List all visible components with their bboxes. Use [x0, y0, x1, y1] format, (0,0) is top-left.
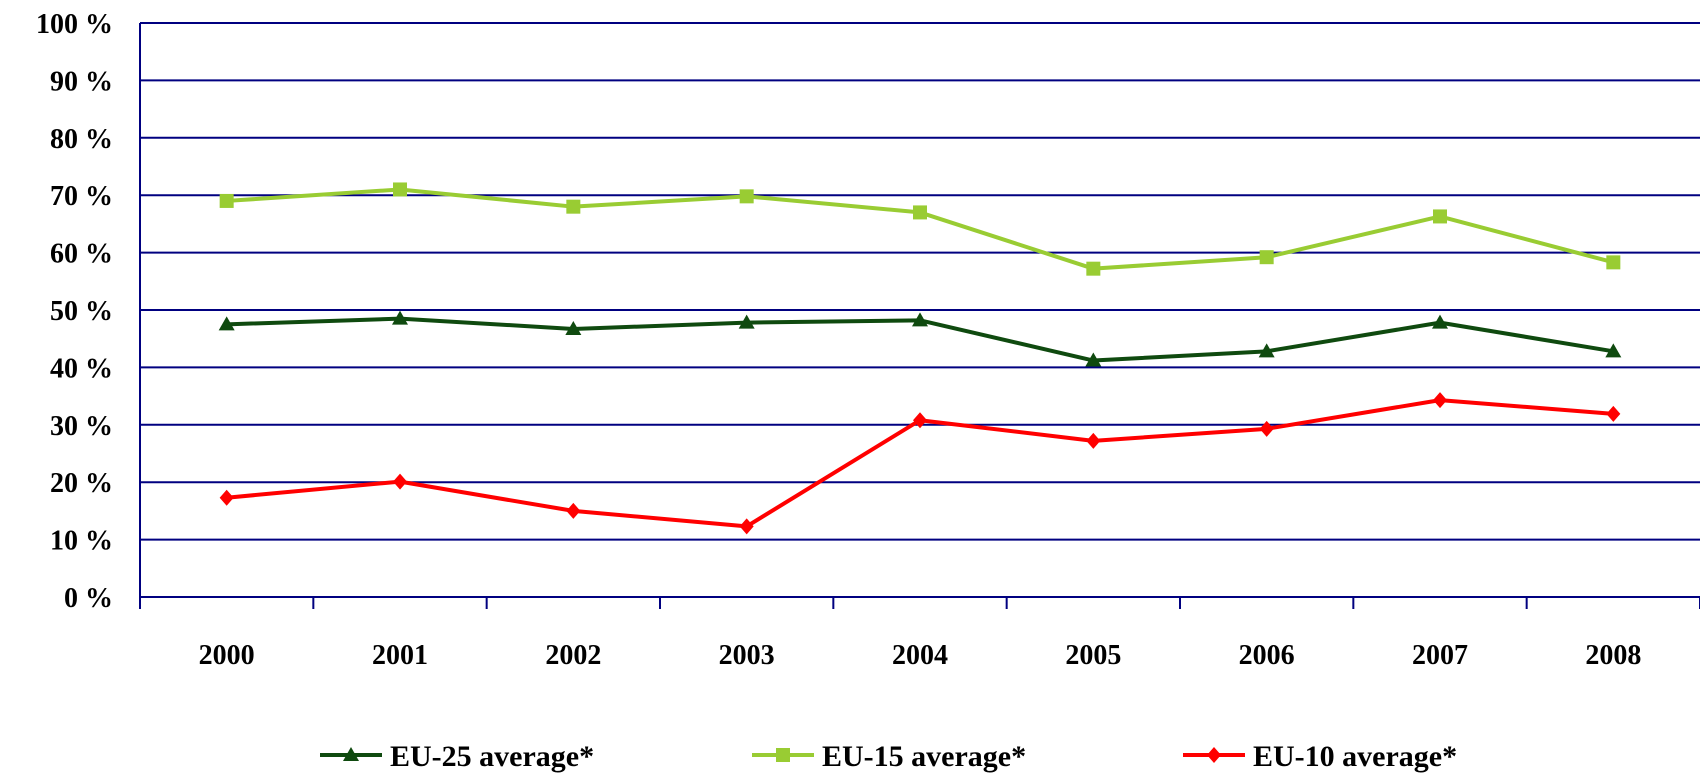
y-tick-label: 20 % — [50, 468, 113, 499]
x-tick-label: 2004 — [892, 640, 948, 671]
data-point — [1259, 420, 1274, 437]
data-point — [913, 412, 927, 429]
data-point — [393, 182, 407, 197]
x-tick-label: 2007 — [1412, 640, 1468, 671]
y-tick-label: 90 % — [50, 66, 113, 97]
data-point — [912, 312, 928, 327]
data-point — [1432, 314, 1448, 329]
y-tick-label: 50 % — [50, 296, 113, 327]
data-point — [1085, 352, 1102, 367]
x-tick-label: 2000 — [199, 640, 255, 671]
y-tick-label: 30 % — [50, 411, 113, 442]
data-point — [566, 502, 581, 519]
series-line — [226, 187, 1614, 271]
y-tick-label: 0 % — [64, 583, 113, 614]
data-point — [1433, 392, 1447, 409]
y-tick-label: 100 % — [36, 9, 113, 40]
data-point — [1259, 250, 1274, 265]
legend-label: EU-25 average* — [390, 740, 594, 773]
data-point — [1606, 405, 1621, 422]
y-tick-label: 10 % — [50, 526, 113, 557]
data-point — [1606, 255, 1621, 270]
data-point — [739, 518, 754, 535]
x-tick-label: 2008 — [1585, 640, 1641, 671]
y-tick-label: 80 % — [50, 124, 113, 155]
legend-label: EU-10 average* — [1253, 740, 1457, 773]
data-point — [913, 205, 927, 220]
legend: EU-25 average* EU-15 average* EU-10 averag… — [320, 740, 1457, 773]
data-point — [566, 199, 581, 214]
legend-label: EU-15 average* — [822, 740, 1026, 773]
y-tick-label: 70 % — [50, 181, 113, 212]
y-tick-label: 60 % — [50, 239, 113, 270]
y-tick-label: 40 % — [50, 353, 113, 384]
x-axis: 2000 2001 2002 2003 2004 2005 2006 2007 2008 — [139, 23, 1700, 671]
data-point — [219, 489, 234, 506]
data-point — [565, 320, 582, 335]
x-tick-label: 2001 — [372, 640, 428, 671]
data-point — [1258, 343, 1275, 358]
data-point — [392, 310, 408, 325]
data-point — [219, 193, 234, 208]
data-point — [1086, 432, 1101, 449]
series-lines — [218, 182, 1622, 535]
data-point — [1605, 343, 1622, 358]
x-tick-label: 2003 — [719, 640, 775, 671]
data-point — [1086, 261, 1101, 276]
data-point — [1433, 209, 1447, 224]
data-point — [738, 314, 755, 329]
y-axis-tick-labels: 0 % 10 % 20 % 30 % 40 % 50 % 60 % 70 % 80 % 90 % 1… — [36, 9, 113, 614]
legend-swatch-marker — [776, 748, 790, 762]
data-point — [393, 473, 407, 490]
data-point — [739, 189, 754, 204]
gridlines — [140, 22, 1700, 598]
x-tick-label: 2005 — [1065, 640, 1121, 671]
data-point — [218, 316, 235, 331]
legend-swatch-marker — [343, 747, 359, 761]
x-tick-label: 2006 — [1239, 640, 1295, 671]
x-tick-label: 2002 — [545, 640, 601, 671]
legend-swatch-marker — [1207, 747, 1221, 763]
